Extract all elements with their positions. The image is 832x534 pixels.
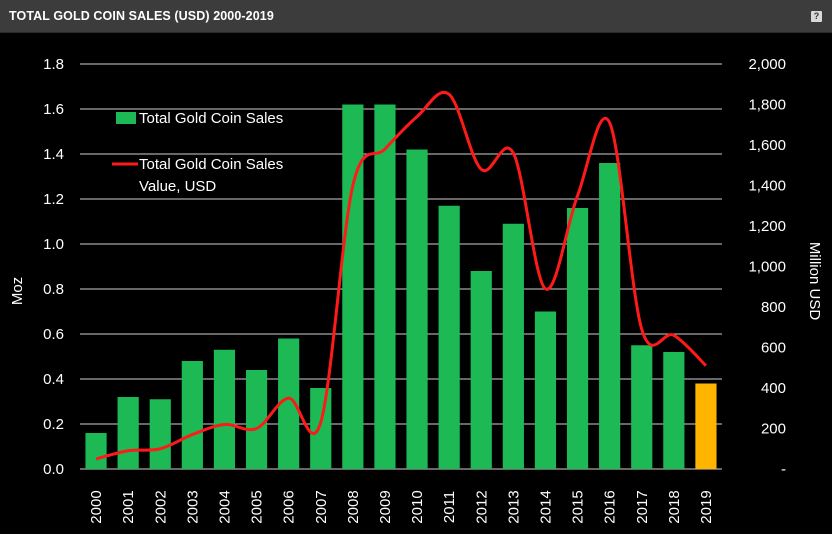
bar-2002: [149, 399, 171, 469]
bar-2000: [85, 433, 107, 469]
x-tick-label: 2005: [249, 490, 266, 523]
bar-2006: [278, 338, 300, 469]
x-tick-label: 2017: [634, 490, 651, 523]
x-tick-label: 2013: [505, 490, 522, 523]
x-tick-label: 2011: [441, 491, 458, 523]
bar-2019: [695, 383, 717, 469]
y2-tick-label: 600: [761, 340, 786, 357]
y2-tick-label: 200: [761, 421, 786, 438]
y-tick-label: 0.4: [43, 371, 64, 388]
y-axis-title: Moz: [9, 277, 26, 305]
y-tick-label: 0.8: [43, 281, 64, 298]
y-tick-label: 1.4: [43, 146, 64, 163]
y2-axis-title: Million USD: [806, 242, 823, 321]
chart-header: TOTAL GOLD COIN SALES (USD) 2000-2019 ?: [0, 0, 832, 33]
bar-2009: [374, 104, 396, 469]
x-tick-label: 2006: [281, 490, 298, 523]
y-tick-label: 1.6: [43, 101, 64, 118]
x-tick-label: 2000: [88, 490, 105, 523]
x-tick-label: 2016: [602, 490, 619, 523]
bar-2003: [181, 361, 203, 469]
y-tick-label: 1.2: [43, 191, 64, 208]
left-axis-ticks: 0.0 0.2 0.4 0.6 0.8 1.0 1.2 1.4 1.6 1.8: [43, 56, 64, 478]
bar-2005: [245, 370, 268, 469]
sales-value-line: [95, 90, 708, 461]
y-tick-label: 0.0: [43, 461, 64, 478]
x-tick-label: 2009: [377, 490, 394, 523]
bar-2015: [566, 208, 589, 469]
x-tick-label: 2001: [120, 490, 137, 523]
x-tick-label: 2002: [152, 490, 169, 523]
x-tick-label: 2003: [184, 490, 201, 523]
bar-layer: [85, 104, 717, 469]
line-layer: [95, 90, 708, 461]
chart-title: TOTAL GOLD COIN SALES (USD) 2000-2019: [9, 9, 274, 23]
x-tick-label: 2015: [570, 490, 587, 523]
x-tick-label: 2014: [537, 490, 554, 523]
bar-2012: [470, 271, 492, 469]
bar-2007: [310, 388, 332, 469]
legend-line-label-line2: Value, USD: [139, 178, 216, 195]
chart-panel: 0.0 0.2 0.4 0.6 0.8 1.0 1.2 1.4 1.6 1.8 - 200 400 60…: [0, 33, 832, 534]
x-tick-label: 2018: [666, 490, 683, 523]
x-tick-label: 2007: [313, 490, 330, 523]
y2-tick-label: 1,600: [748, 137, 786, 154]
x-tick-label: 2012: [473, 490, 490, 523]
x-axis-ticks: 2000 2001 2002 2003 2004 2005 2006 2007 2008 2009…: [88, 490, 715, 523]
y-tick-label: 0.2: [43, 416, 64, 433]
right-axis-ticks: - 200 400 600 800 1,000 1,200 1,400 1,600 1,800 2,…: [748, 56, 786, 478]
bar-2004: [213, 349, 236, 469]
bar-2018: [663, 352, 685, 469]
y-tick-label: 0.6: [43, 326, 64, 343]
y2-tick-label: 1,000: [748, 259, 786, 276]
y2-tick-label: 2,000: [748, 56, 786, 73]
bar-2001: [117, 397, 139, 469]
gold-coin-sales-chart: 0.0 0.2 0.4 0.6 0.8 1.0 1.2 1.4 1.6 1.8 - 200 400 60…: [9, 56, 823, 524]
legend-bar-label: Total Gold Coin Sales: [139, 110, 283, 127]
x-tick-label: 2008: [345, 490, 362, 523]
y2-tick-label: 1,800: [748, 97, 786, 114]
bar-2008: [342, 104, 364, 469]
legend-line-label-line1: Total Gold Coin Sales: [139, 156, 283, 173]
bar-2011: [438, 205, 460, 469]
y2-tick-label: 1,200: [748, 218, 786, 235]
y-tick-label: 1.0: [43, 236, 64, 253]
x-tick-label: 2004: [216, 490, 233, 523]
x-tick-label: 2010: [409, 490, 426, 523]
bar-2014: [534, 311, 557, 469]
y-tick-label: 1.8: [43, 56, 64, 73]
legend-bar-swatch: [116, 112, 136, 124]
y2-tick-label: 400: [761, 380, 786, 397]
y2-tick-label: 800: [761, 299, 786, 316]
x-tick-label: 2019: [698, 490, 715, 523]
y2-tick-label: 1,400: [748, 178, 786, 195]
bar-2016: [599, 163, 621, 469]
legend: Total Gold Coin Sales Total Gold Coin Sa…: [112, 110, 283, 195]
bar-2013: [502, 223, 524, 469]
bar-2017: [631, 345, 653, 469]
help-icon[interactable]: ?: [811, 11, 822, 22]
bar-2010: [406, 149, 428, 469]
y2-tick-label: -: [781, 461, 786, 478]
